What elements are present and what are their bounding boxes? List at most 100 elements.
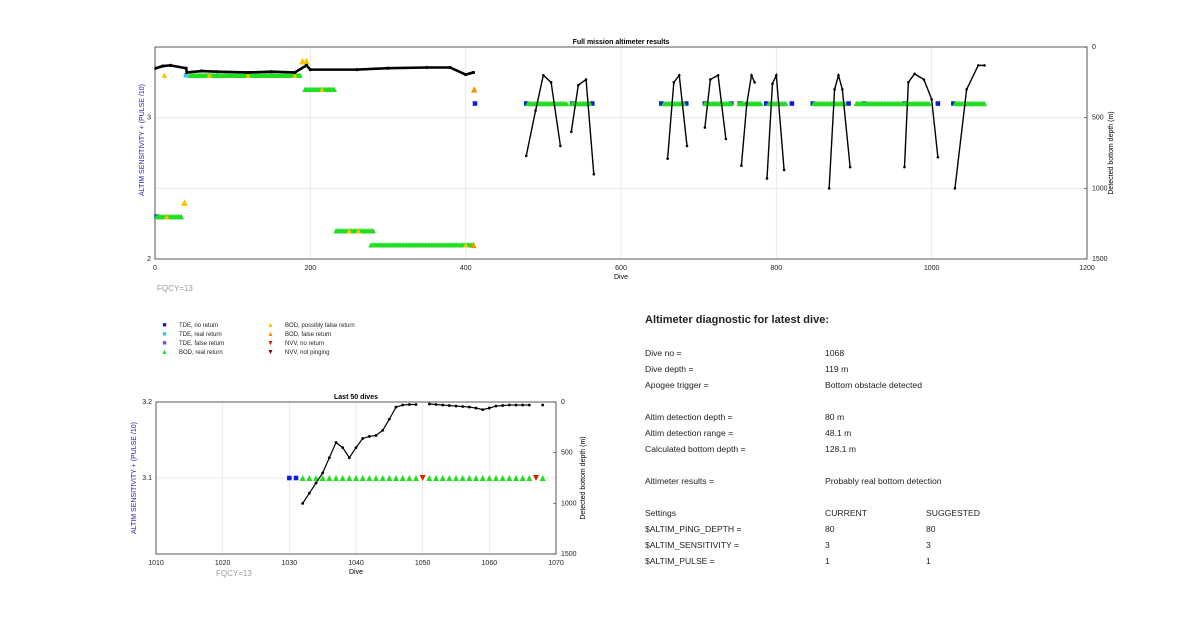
depth-point bbox=[381, 428, 385, 432]
tde-no-return-marker bbox=[589, 101, 595, 106]
bottom-depth-series bbox=[301, 402, 545, 505]
depth-point bbox=[308, 68, 312, 72]
depth-point bbox=[386, 66, 390, 70]
depth-point bbox=[471, 70, 476, 75]
depth-line bbox=[570, 78, 595, 175]
bod-possibly-false-marker bbox=[206, 72, 212, 78]
depth-point bbox=[521, 403, 525, 407]
bod-real-marker bbox=[758, 100, 764, 107]
depth-point bbox=[367, 435, 371, 438]
value: Bottom obstacle detected bbox=[825, 380, 922, 390]
depth-line bbox=[429, 403, 530, 411]
depth-point bbox=[394, 405, 398, 409]
legend-label: BOD, real return bbox=[179, 350, 223, 356]
depth-line bbox=[766, 72, 785, 179]
legend-label: NVV, no return bbox=[285, 341, 325, 347]
top-y2-label: Detected bottom depth (m) bbox=[1108, 111, 1115, 194]
bod-real-marker bbox=[519, 475, 526, 481]
bod-possibly-false-marker bbox=[355, 228, 362, 234]
depth-point bbox=[841, 88, 844, 91]
value: 48.1 m bbox=[825, 428, 852, 438]
tde-no-return-marker bbox=[935, 101, 941, 106]
bod-real-marker bbox=[433, 475, 439, 481]
y-tick-label: 3.2 bbox=[142, 399, 152, 406]
bod-real-marker bbox=[506, 475, 513, 481]
bod-real-marker bbox=[981, 100, 988, 107]
depth-point bbox=[753, 81, 756, 84]
depth-point bbox=[965, 88, 968, 91]
depth-point bbox=[401, 403, 405, 407]
depth-line bbox=[903, 72, 939, 168]
tde-real-return-marker bbox=[183, 72, 189, 78]
depth-point bbox=[922, 78, 926, 81]
bod-real-marker bbox=[366, 475, 373, 481]
bod-real-marker bbox=[373, 475, 379, 481]
depth-point bbox=[771, 82, 774, 86]
bod-real-marker bbox=[499, 475, 506, 481]
y2-tick-label: 500 bbox=[561, 450, 573, 457]
depth-point bbox=[161, 64, 165, 68]
depth-point bbox=[527, 403, 531, 407]
bod-possibly-false-marker bbox=[319, 86, 325, 92]
bod-real-marker bbox=[439, 475, 446, 481]
x-tick-label: 200 bbox=[304, 265, 316, 272]
diagnostic-title: Altimeter diagnostic for latest dive: bbox=[645, 314, 829, 326]
bod-possibly-false-marker bbox=[463, 242, 469, 248]
row-ping-depth: $ALTIM_PING_DEPTH = 80 80 bbox=[645, 524, 1165, 536]
tde-no-return-marker bbox=[659, 101, 664, 106]
suggested-value: 1 bbox=[926, 556, 931, 566]
depth-point bbox=[355, 68, 359, 72]
nvv-no-return-marker bbox=[533, 475, 539, 481]
depth-line bbox=[525, 73, 562, 156]
depth-point bbox=[837, 73, 840, 77]
y2-tick-label: 0 bbox=[1092, 44, 1096, 51]
depth-point bbox=[507, 403, 511, 407]
bottom-y-label: ALTIM SENSITIVITY + (PULSE /10) bbox=[131, 422, 138, 534]
y-tick-label: 2 bbox=[147, 256, 151, 263]
top-chart-title: Full mission altimeter results bbox=[573, 39, 670, 46]
suggested-value: 3 bbox=[926, 540, 931, 550]
bod-possibly-false-marker bbox=[245, 72, 251, 78]
y-tick-label: 3 bbox=[147, 115, 151, 122]
depth-point bbox=[584, 78, 588, 81]
depth-point bbox=[464, 72, 468, 77]
square-icon: ■ bbox=[162, 331, 167, 338]
x-tick-label: 1070 bbox=[548, 560, 564, 567]
depth-point bbox=[541, 403, 545, 407]
bod-real-marker bbox=[399, 475, 406, 481]
row-detection-range: Altim detection range = 48.1 m bbox=[645, 428, 1165, 440]
bod-real-marker bbox=[493, 475, 499, 481]
last-50-dives-chart: Last 50 dives 1010 1020 1030 1040 1050 1060 10… bbox=[131, 394, 587, 578]
bod-real-marker bbox=[513, 475, 519, 481]
y2-tick-label: 1500 bbox=[561, 551, 577, 558]
tde-no-return-marker bbox=[523, 101, 529, 106]
bod-false-marker bbox=[470, 241, 477, 249]
top-fqcy-label: FQCY=13 bbox=[157, 284, 193, 293]
depth-point bbox=[494, 404, 498, 408]
x-tick-label: 400 bbox=[460, 265, 472, 272]
bod-possibly-false-marker bbox=[303, 57, 310, 65]
depth-point bbox=[677, 73, 681, 77]
depth-point bbox=[666, 157, 669, 160]
depth-point bbox=[765, 177, 769, 180]
label: Settings bbox=[645, 508, 677, 518]
x-tick-label: 1010 bbox=[148, 560, 164, 567]
label: Dive no = bbox=[645, 348, 682, 358]
legend-tde-false-return: ■ TDE, false return bbox=[160, 340, 224, 348]
depth-point bbox=[215, 70, 219, 74]
depth-line bbox=[740, 72, 756, 166]
bod-real-marker bbox=[353, 475, 359, 481]
legend-label: TDE, false return bbox=[179, 341, 225, 347]
legend-nvv-not-pinging: ▼ NVV, not pinging bbox=[266, 349, 329, 357]
bod-real-marker bbox=[379, 475, 386, 481]
tde-no-return-marker bbox=[846, 101, 851, 106]
tde-no-return-marker bbox=[789, 101, 795, 106]
x-tick-label: 1030 bbox=[282, 560, 298, 567]
row-calculated-depth: Calculated bottom depth = 128.1 m bbox=[645, 444, 1165, 456]
row-pulse: $ALTIM_PULSE = 1 1 bbox=[645, 556, 1165, 568]
bottom-x-label: Dive bbox=[349, 569, 363, 576]
depth-point bbox=[425, 65, 429, 70]
depth-point bbox=[185, 70, 189, 75]
depth-point bbox=[953, 187, 957, 190]
legend-tde-real-return: ■ TDE, real return bbox=[160, 331, 221, 339]
